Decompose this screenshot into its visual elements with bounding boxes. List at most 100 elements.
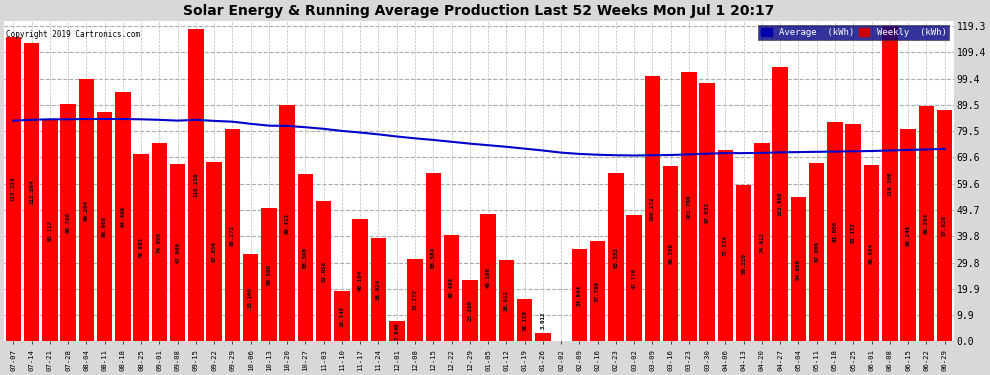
Bar	[151, 143, 167, 341]
Text: 74.912: 74.912	[759, 232, 764, 253]
Text: 37.796: 37.796	[595, 281, 600, 302]
Bar	[279, 105, 295, 341]
Bar	[772, 67, 788, 341]
Text: 80.248: 80.248	[906, 225, 911, 246]
Text: 83.000: 83.000	[833, 221, 838, 242]
Bar	[736, 185, 751, 341]
Text: 100.272: 100.272	[649, 196, 655, 221]
Bar	[24, 43, 40, 341]
Text: 67.008: 67.008	[175, 242, 180, 263]
Text: 34.944: 34.944	[577, 285, 582, 306]
Text: 63.584: 63.584	[431, 247, 436, 268]
Text: 66.208: 66.208	[668, 243, 673, 264]
Text: 54.668: 54.668	[796, 259, 801, 280]
Text: 112.864: 112.864	[29, 180, 34, 204]
Text: 89.204: 89.204	[924, 213, 929, 234]
Bar	[370, 238, 386, 341]
Bar	[261, 208, 276, 341]
Bar	[845, 124, 861, 341]
Text: 30.912: 30.912	[504, 290, 509, 311]
Text: 63.552: 63.552	[614, 247, 619, 268]
Text: 86.668: 86.668	[102, 216, 107, 237]
Bar	[243, 254, 258, 341]
Bar	[754, 143, 769, 341]
Bar	[407, 259, 423, 341]
Text: 31.272: 31.272	[413, 290, 418, 310]
Bar	[97, 112, 112, 341]
Bar	[681, 72, 697, 341]
Bar	[426, 173, 441, 341]
Bar	[389, 321, 405, 341]
Bar	[535, 333, 550, 341]
Bar	[78, 79, 94, 341]
Text: 94.496: 94.496	[121, 206, 126, 227]
Text: 89.760: 89.760	[65, 212, 70, 233]
Text: 47.776: 47.776	[632, 268, 637, 289]
Text: 74.956: 74.956	[156, 232, 162, 253]
Text: 83.712: 83.712	[48, 220, 52, 241]
Bar	[809, 163, 825, 341]
Legend: Average  (kWh), Weekly  (kWh): Average (kWh), Weekly (kWh)	[758, 25, 949, 40]
Text: 38.924: 38.924	[376, 279, 381, 300]
Bar	[188, 29, 204, 341]
Bar	[134, 154, 148, 341]
Bar	[863, 165, 879, 341]
Bar	[718, 150, 734, 341]
Text: 7.840: 7.840	[394, 322, 399, 340]
Text: 40.408: 40.408	[449, 278, 454, 298]
Bar	[115, 92, 131, 341]
Text: 119.300: 119.300	[887, 171, 892, 196]
Text: 19.148: 19.148	[340, 306, 345, 327]
Text: 80.272: 80.272	[230, 225, 235, 246]
Text: 87.620: 87.620	[942, 215, 947, 236]
Text: 97.632: 97.632	[705, 202, 710, 223]
Bar	[316, 201, 332, 341]
Bar	[590, 242, 605, 341]
Bar	[444, 234, 459, 341]
Bar	[571, 249, 587, 341]
Bar	[462, 280, 477, 341]
Text: 67.856: 67.856	[212, 241, 217, 262]
Text: 82.152: 82.152	[850, 222, 855, 243]
Bar	[517, 299, 533, 341]
Bar	[937, 110, 952, 341]
Text: 33.100: 33.100	[248, 287, 253, 308]
Text: 115.224: 115.224	[11, 177, 16, 201]
Bar	[206, 162, 222, 341]
Bar	[627, 215, 642, 341]
Text: 99.204: 99.204	[84, 200, 89, 221]
Bar	[882, 26, 898, 341]
Text: 3.012: 3.012	[541, 312, 545, 329]
Text: 89.412: 89.412	[285, 213, 290, 234]
Bar	[60, 104, 76, 341]
Bar	[6, 37, 21, 341]
Bar	[480, 214, 496, 341]
Text: 50.560: 50.560	[266, 264, 271, 285]
Title: Solar Energy & Running Average Production Last 52 Weeks Mon Jul 1 20:17: Solar Energy & Running Average Productio…	[183, 4, 774, 18]
Bar	[608, 173, 624, 341]
Text: Copyright 2019 Cartronics.com: Copyright 2019 Cartronics.com	[6, 30, 141, 39]
Text: 46.104: 46.104	[357, 270, 362, 291]
Bar	[791, 197, 806, 341]
Bar	[352, 219, 368, 341]
Bar	[644, 76, 660, 341]
Bar	[900, 129, 916, 341]
Bar	[335, 291, 349, 341]
Text: 16.128: 16.128	[522, 309, 527, 330]
Text: 118.256: 118.256	[193, 173, 198, 197]
Text: 52.956: 52.956	[321, 261, 327, 282]
Text: 67.608: 67.608	[814, 242, 820, 262]
Text: 72.224: 72.224	[723, 236, 728, 256]
Bar	[42, 120, 57, 341]
Bar	[828, 122, 842, 341]
Bar	[225, 129, 241, 341]
Text: 59.220: 59.220	[742, 252, 746, 273]
Bar	[499, 260, 514, 341]
Bar	[663, 166, 678, 341]
Bar	[170, 164, 185, 341]
Text: 103.908: 103.908	[778, 192, 783, 216]
Text: 23.200: 23.200	[467, 300, 472, 321]
Text: 48.160: 48.160	[485, 267, 491, 288]
Text: 101.780: 101.780	[686, 195, 691, 219]
Text: 66.804: 66.804	[869, 243, 874, 264]
